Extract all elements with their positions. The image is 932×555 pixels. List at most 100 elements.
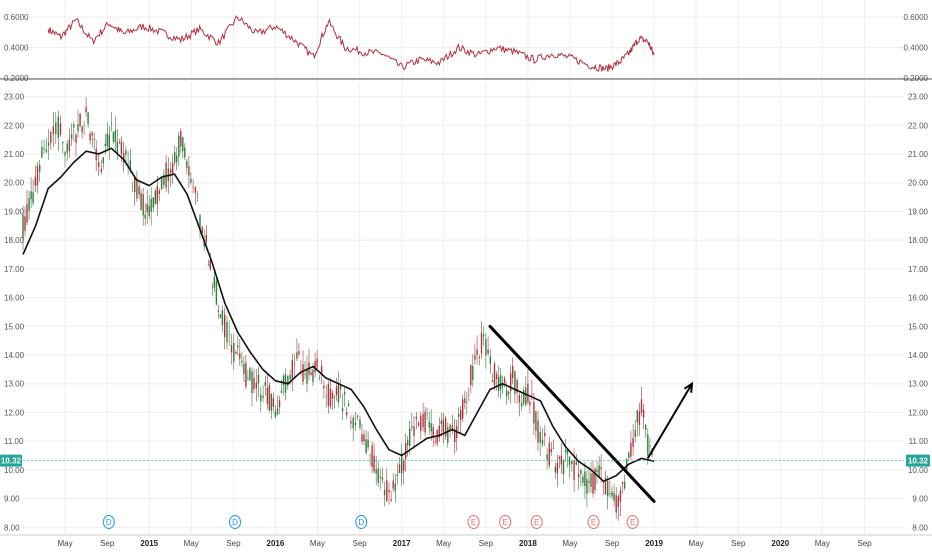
price-candle-body (577, 473, 580, 478)
price-candle-body (83, 125, 85, 126)
price-candle-body (592, 473, 594, 494)
price-candle-body (642, 409, 645, 418)
x-tick-label: Sep (353, 539, 368, 548)
price-candle-body (604, 477, 607, 495)
price-candle-body (480, 332, 483, 354)
price-candle-body (102, 157, 104, 164)
price-candle-body (203, 241, 205, 247)
last-price-label-left: 10.32 (1, 457, 22, 466)
price-right-tick-label: 22.00 (908, 121, 929, 130)
price-candle-body (458, 413, 460, 417)
price-candle-body (466, 402, 468, 403)
x-tick-label: 2019 (645, 539, 663, 548)
price-candle-body (343, 391, 346, 395)
price-candle-body (28, 198, 30, 211)
price-candle-body (287, 375, 289, 386)
price-candle-body (438, 425, 440, 438)
price-candle-body (590, 473, 592, 487)
price-candle-body (609, 493, 611, 495)
price-candle-body (539, 432, 541, 443)
price-candle-body (434, 441, 436, 443)
price-candle-body (108, 134, 110, 149)
price-candle-body (91, 132, 93, 136)
price-candle-body (611, 491, 613, 497)
price-candle-body (55, 122, 57, 135)
price-candle-body (379, 476, 381, 478)
x-tick-label: Sep (731, 539, 746, 548)
price-candle-body (138, 186, 140, 195)
indicator-right-tick-label: 0.4000 (904, 44, 929, 53)
price-candle-body (226, 322, 228, 343)
price-candle-body (160, 177, 163, 190)
event-marker-label: D (232, 518, 238, 527)
price-candle-body (462, 399, 464, 419)
price-candle-body (197, 194, 199, 195)
price-right-tick-label: 9.00 (912, 495, 928, 504)
price-candle-body (510, 373, 512, 392)
price-candle-body (104, 143, 106, 146)
price-candle-body (411, 426, 413, 428)
price-candle-body (359, 419, 361, 428)
price-candle-body (140, 193, 142, 211)
price-candle-body (596, 469, 598, 473)
price-candle-body (266, 387, 269, 404)
price-candle-body (41, 147, 43, 158)
price-candle-body (464, 398, 466, 403)
price-candle-body (316, 358, 318, 368)
price-candle-body (245, 362, 247, 387)
price-candle-body (278, 399, 281, 408)
price-candle-body (383, 489, 386, 496)
price-candle-body (30, 191, 32, 200)
price-right-tick-label: 14.00 (908, 351, 929, 360)
x-tick-label: 2020 (771, 539, 789, 548)
price-candle-body (148, 205, 150, 216)
price-candle-body (495, 374, 498, 379)
last-price-badge-left (0, 454, 22, 467)
price-right-tick-label: 19.00 (908, 207, 929, 216)
event-marker (355, 515, 368, 529)
price-candle-body (341, 408, 344, 412)
price-candle-body (106, 133, 108, 147)
price-left-tick-label: 11.00 (4, 437, 24, 446)
price-candle-body (523, 390, 525, 404)
price-candle-body (228, 334, 230, 335)
x-tick-label: May (436, 539, 451, 548)
price-candle-body (190, 178, 192, 183)
price-candle-body (116, 141, 119, 153)
price-candle-body (100, 168, 102, 172)
price-candle-body (289, 374, 291, 380)
price-left-tick-label: 13.00 (4, 380, 25, 389)
price-candle-body (381, 477, 384, 480)
price-candle-body (640, 399, 643, 413)
price-left-tick-label: 14.00 (4, 351, 25, 360)
price-candle-body (617, 496, 619, 507)
price-candle-body (73, 124, 75, 128)
price-candle-body (52, 126, 54, 134)
price-candle-body (598, 465, 600, 477)
price-candle-body (129, 160, 131, 169)
price-candle-body (615, 495, 617, 513)
price-left-tick-label: 16.00 (4, 294, 25, 303)
price-candle-body (371, 445, 373, 468)
price-left-tick-label: 20.00 (4, 179, 25, 188)
price-candle-body (626, 459, 628, 470)
price-candle-body (350, 421, 352, 424)
price-candle-body (165, 162, 167, 188)
price-right-tick-label: 11.00 (909, 437, 929, 446)
x-tick-label: 2018 (519, 539, 537, 548)
price-candle-body (619, 490, 622, 502)
price-candle-body (264, 381, 266, 386)
price-left-tick-label: 18.00 (4, 236, 25, 245)
price-candle-body (323, 385, 325, 389)
price-candle-body (483, 334, 485, 337)
price-candle-body (403, 460, 405, 471)
price-candle-body (645, 425, 647, 430)
price-candle-body (272, 398, 275, 407)
price-right-tick-label: 21.00 (908, 150, 929, 159)
price-candle-body (407, 440, 409, 446)
price-candle-body (373, 455, 375, 472)
event-marker (467, 515, 480, 529)
price-candle-body (296, 352, 298, 359)
price-candle-body (312, 369, 314, 383)
